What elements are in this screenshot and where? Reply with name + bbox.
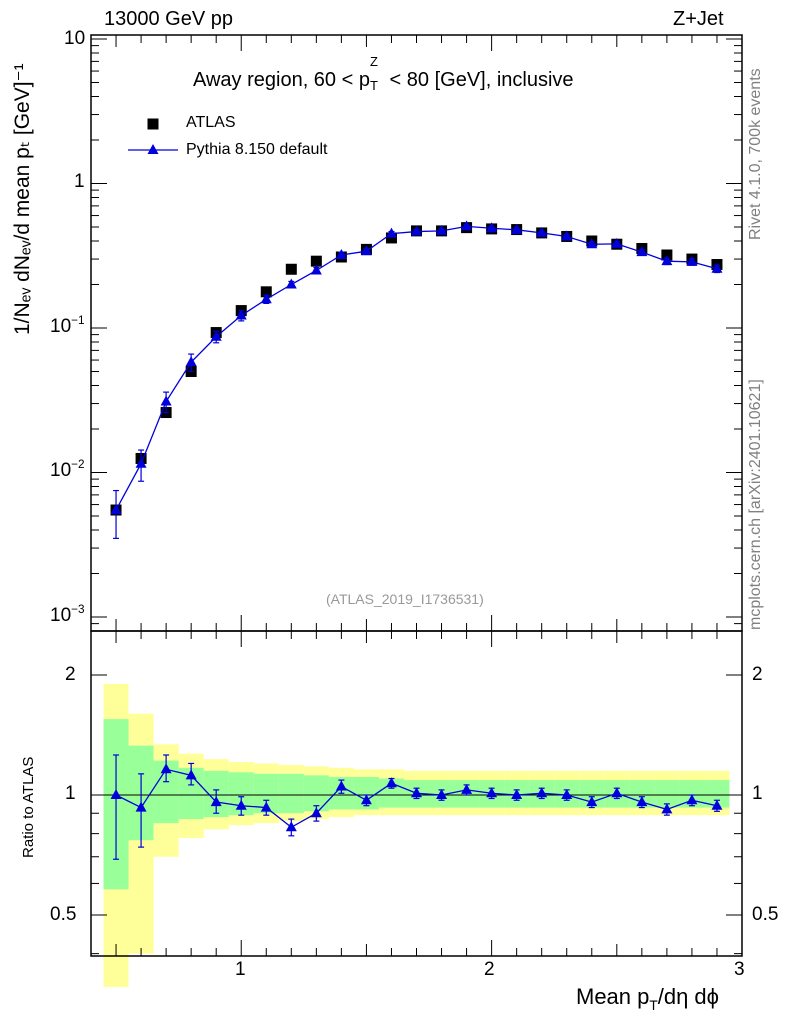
pythia-ratio-point — [110, 789, 122, 799]
ratio-y-tick-label: 2 — [65, 664, 76, 685]
title-superscript: Z — [369, 54, 378, 69]
ratio-y-tick-label: 1 — [65, 783, 76, 804]
ratio-data-marks — [110, 754, 723, 860]
pythia-data-point — [611, 237, 623, 248]
pythia-data-point — [335, 249, 347, 260]
pythia-data-point — [436, 224, 448, 235]
pythia-ratio-point — [411, 787, 422, 798]
legend-pythia-marker — [147, 144, 159, 154]
main-y-tick-label: 10−1 — [50, 314, 85, 337]
pythia-data-point — [411, 225, 422, 236]
pythia-ratio-point — [160, 763, 172, 774]
ratio-y-axis-label: Ratio to ATLAS — [20, 756, 37, 858]
atlas-data-point — [285, 263, 297, 275]
pythia-data-point — [461, 220, 473, 231]
axis-ticks — [90, 35, 743, 956]
pythia-ratio-point — [636, 796, 648, 807]
legend-atlas-marker — [147, 118, 159, 130]
ratio-y-tick-label-right: 1 — [752, 783, 763, 804]
pythia-data-point — [711, 262, 723, 273]
pythia-data-point — [486, 222, 498, 233]
ratio-y-tick-label-right: 0.5 — [752, 904, 779, 925]
pythia-data-point — [110, 504, 122, 515]
pythia-ratio-point — [536, 787, 548, 798]
pythia-data-point — [561, 230, 573, 241]
ratio-uncertainty-bands — [103, 683, 730, 987]
process-label: Z+Jet — [673, 8, 724, 30]
atlas-data-point — [385, 232, 397, 244]
pythia-data-point — [536, 226, 548, 237]
pythia-ratio-point — [385, 777, 397, 788]
title-subscript: T — [369, 78, 378, 93]
pythia-data-point — [135, 457, 147, 468]
pythia-data-point — [511, 223, 523, 234]
x-axis-label: Mean pT/dη dϕ — [576, 984, 719, 1014]
pythia-data-point — [636, 246, 648, 257]
pythia-data-point — [360, 245, 372, 256]
x-tick-label: 2 — [484, 959, 495, 980]
pythia-ratio-point — [661, 803, 673, 814]
legend-label-atlas: ATLAS — [186, 114, 236, 131]
pythia-ratio-point — [511, 789, 523, 799]
main-y-axis-label: 1/Nₑᵥ dNₑᵥ/d mean pₜ [GeV]⁻¹ — [11, 63, 34, 335]
rivet-version-label: Rivet 4.1.0, 700k events — [747, 68, 764, 240]
pythia-ratio-point — [210, 796, 222, 807]
main-y-tick-label: 1 — [74, 171, 85, 192]
pythia-ratio-point — [686, 794, 698, 805]
pythia-line — [115, 225, 718, 511]
pythia-ratio-point — [335, 780, 347, 791]
pythia-ratio-point — [486, 787, 498, 798]
pythia-ratio-point — [260, 801, 272, 812]
main-y-tick-label: 10−2 — [50, 458, 85, 481]
pythia-ratio-point — [360, 794, 372, 805]
analysis-id: (ATLAS_2019_I1736531) — [326, 591, 484, 607]
pythia-data-point — [686, 255, 698, 266]
pythia-data-point — [661, 255, 673, 266]
pythia-ratio-point — [711, 799, 723, 810]
legend-label-pythia: Pythia 8.150 default — [186, 141, 328, 158]
pythia-data-point — [385, 227, 397, 238]
pythia-ratio-point — [586, 796, 598, 807]
ratio-inner-band-bin — [654, 780, 680, 808]
pythia-ratio-point — [561, 789, 573, 799]
pythia-data-point — [260, 293, 272, 304]
pythia-ratio-point — [285, 821, 297, 832]
ratio-y-tick-label-right: 2 — [752, 664, 763, 685]
ratio-y-tick-label: 0.5 — [50, 904, 77, 925]
pythia-data-point — [310, 264, 322, 275]
collision-energy-label: 13000 GeV pp — [104, 8, 233, 30]
pythia-ratio-point — [310, 807, 322, 818]
pythia-ratio-point — [611, 787, 623, 798]
pythia-ratio-point — [235, 799, 247, 810]
pythia-data-point — [185, 356, 197, 367]
pythia-data-point — [235, 309, 247, 320]
main-y-tick-label: 10 — [64, 28, 86, 49]
pythia-ratio-point — [436, 789, 448, 799]
main-data-marks — [110, 220, 723, 539]
pythia-ratio-point — [185, 769, 197, 780]
pythia-data-point — [160, 395, 172, 406]
pythia-ratio-point — [461, 783, 473, 794]
atlas-data-point — [260, 286, 272, 298]
legend — [128, 118, 178, 154]
atlas-data-point — [661, 249, 673, 261]
mcplots-reference-label: mcplots.cern.ch [arXiv:2401.10621] — [747, 379, 764, 630]
x-tick-label: 3 — [734, 959, 745, 980]
atlas-data-point — [310, 255, 322, 267]
pythia-data-point — [210, 330, 222, 341]
pythia-ratio-point — [135, 801, 147, 812]
main-y-tick-label: 10−3 — [50, 603, 85, 626]
pythia-data-point — [285, 278, 297, 289]
x-tick-label: 1 — [235, 959, 246, 980]
ratio-inner-band-bin — [278, 773, 304, 814]
pythia-data-point — [586, 238, 598, 249]
